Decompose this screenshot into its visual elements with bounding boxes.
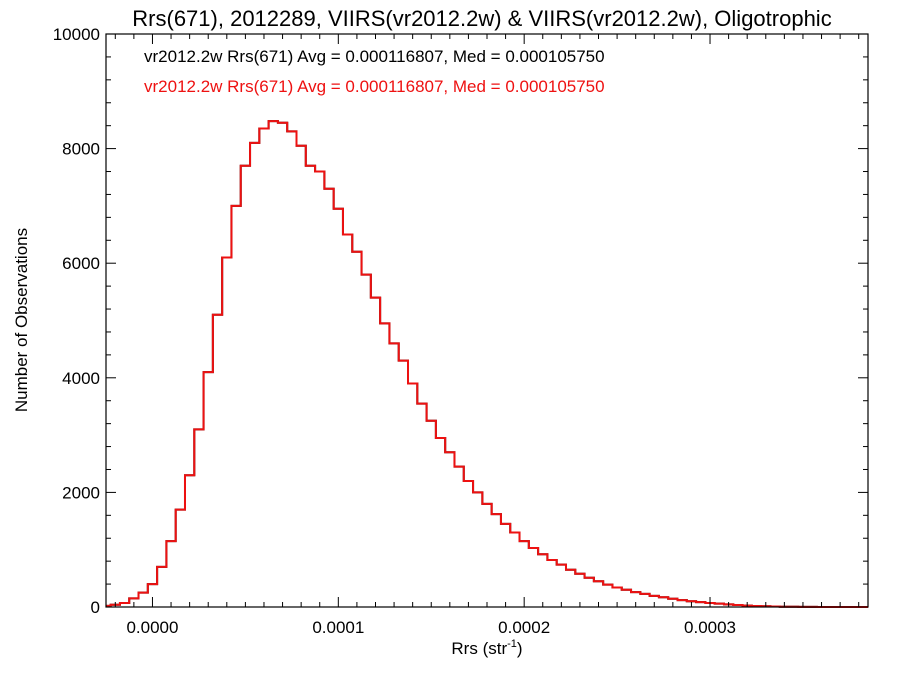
x-axis-label: Rrs (str-1): [451, 638, 522, 658]
y-tick-label: 6000: [62, 254, 100, 273]
x-tick-label: 0.0002: [498, 618, 550, 637]
chart-title: Rrs(671), 2012289, VIIRS(vr2012.2w) & VI…: [132, 6, 831, 31]
y-tick-label: 8000: [62, 140, 100, 159]
x-tick-label: 0.0000: [126, 618, 178, 637]
y-tick-label: 4000: [62, 369, 100, 388]
legend-entry-series-1: vr2012.2w Rrs(671) Avg = 0.000116807, Me…: [144, 47, 605, 66]
x-axis-label-main: Rrs (str: [451, 639, 507, 658]
x-axis-label-exponent: -1: [507, 638, 517, 650]
y-tick-label: 10000: [53, 25, 100, 44]
legend-entry-series-2: vr2012.2w Rrs(671) Avg = 0.000116807, Me…: [144, 77, 605, 96]
x-tick-label: 0.0001: [312, 618, 364, 637]
histogram-series-2: [106, 120, 868, 608]
y-axis-label: Number of Observations: [12, 228, 31, 412]
y-tick-label: 0: [91, 598, 100, 617]
legend: vr2012.2w Rrs(671) Avg = 0.000116807, Me…: [144, 47, 605, 96]
x-tick-label: 0.0003: [684, 618, 736, 637]
x-axis-label-close: ): [517, 639, 523, 658]
axes-frame: [105, 33, 869, 608]
plot-area: [106, 120, 868, 608]
y-tick-label: 2000: [62, 483, 100, 502]
axes: 0 2000 4000 6000 8000 10000 0.0000 0.0001 0.0002…: [53, 25, 869, 637]
histogram-series-1: [106, 120, 868, 608]
